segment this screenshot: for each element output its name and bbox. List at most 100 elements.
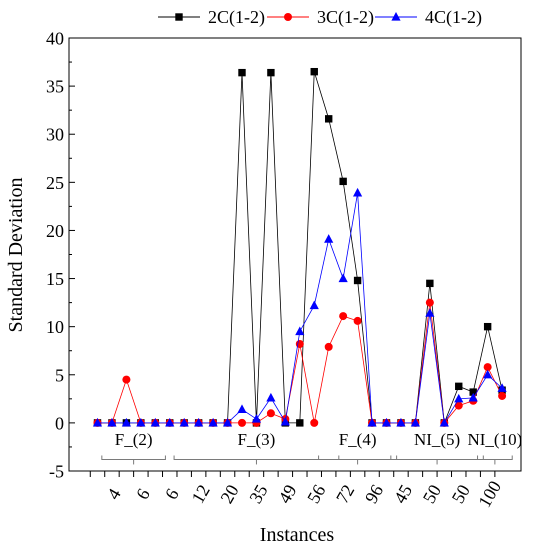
data-point [469,388,477,396]
data-point [324,234,334,243]
legend-label: 4C(1-2) [425,7,482,28]
x-tick-label: 72 [332,481,358,507]
x-tick-label: 6 [132,485,154,503]
x-axis-label: Instances [260,524,335,546]
data-point [498,391,507,400]
data-point [425,308,435,317]
group-label: F_(2) [115,430,153,449]
x-tick-label: 20 [216,481,242,507]
group-bracket [477,455,513,460]
data-point [266,392,276,402]
series-4C(1-2) [92,187,507,427]
y-tick-label: 30 [46,125,64,145]
series-line [97,302,503,424]
data-point [237,404,247,414]
data-point [267,68,275,77]
data-point [367,417,377,427]
group-bracket [101,455,166,460]
y-tick-label: 5 [55,365,64,385]
data-point [325,115,333,123]
data-point [410,417,420,427]
data-point [353,187,363,197]
y-tick-label: 40 [46,29,64,49]
data-point [122,375,131,384]
series-2C(1-2) [93,67,506,427]
x-tick-label: 6 [161,485,183,503]
group-label: NI_(10) [467,430,522,449]
data-point [296,419,304,427]
series-3C(1-2) [93,298,507,427]
y-axis-ticks: -5 0 5 10 15 20 25 30 35 40 [46,29,75,482]
data-point [238,68,246,77]
group-label: F_(3) [238,430,276,449]
group-bracket [173,455,340,460]
group-label: NI_(5) [414,430,460,449]
y-tick-label: 20 [46,221,64,241]
x-tick-label: 12 [188,481,214,507]
data-point [439,417,449,427]
series-line [97,192,503,425]
data-point [194,417,204,427]
data-point [324,342,333,351]
group-label: F_(4) [339,430,377,449]
x-tick-label: 100 [474,477,505,510]
axes [68,37,522,472]
data-point [353,276,362,285]
data-point [175,13,183,21]
data-point [208,417,218,427]
data-point [107,417,117,427]
data-point [454,393,464,403]
data-point [295,326,305,336]
legend-label: 3C(1-2) [317,7,374,28]
data-point [339,312,348,321]
data-point [121,417,131,427]
data-point [310,418,319,427]
data-point [251,414,262,423]
data-point [381,417,392,427]
series-line [97,71,503,424]
data-point [309,300,319,310]
data-point [92,417,103,427]
data-point [425,298,434,307]
x-tick-label: 49 [274,481,300,507]
data-point [353,316,362,325]
data-point [284,13,292,21]
data-point [238,418,246,427]
data-point [339,177,347,186]
legend-label: 2C(1-2) [208,7,265,28]
data-point [468,392,478,402]
y-tick-label: 35 [46,77,64,97]
data-point [391,12,401,21]
x-tick-label: 35 [245,481,271,507]
y-tick-label: -5 [49,462,64,482]
y-tick-label: 25 [46,173,64,193]
group-bracket [390,455,484,460]
data-point [280,416,290,426]
data-point [483,369,493,379]
data-point [455,382,463,391]
data-point [136,417,146,427]
data-point [483,363,492,372]
data-point [150,417,160,427]
data-point [310,67,318,76]
data-point [179,417,189,427]
x-tick-label: 4 [103,485,125,503]
legend: 2C(1-2) 3C(1-2) 4C(1-2) [158,7,482,28]
data-point [454,401,463,410]
group-brackets: F_(2) F_(3) F_(4) NI_(5) NI_(10) [101,430,522,465]
data-point [426,279,434,288]
x-tick-label: 56 [303,481,329,507]
y-tick-label: 0 [55,413,64,433]
data-point [396,417,406,427]
data-point [266,409,275,418]
y-tick-label: 15 [46,269,64,289]
data-point [165,417,175,427]
group-bracket [318,455,398,460]
plot-frame [68,37,522,472]
x-tick-label: 50 [448,481,474,507]
x-tick-label: 96 [361,481,387,507]
x-axis-ticks: 4 6 6 12 20 35 49 56 72 96 45 50 50 100 [89,471,505,511]
series-layer [92,67,507,427]
data-point [222,417,233,427]
